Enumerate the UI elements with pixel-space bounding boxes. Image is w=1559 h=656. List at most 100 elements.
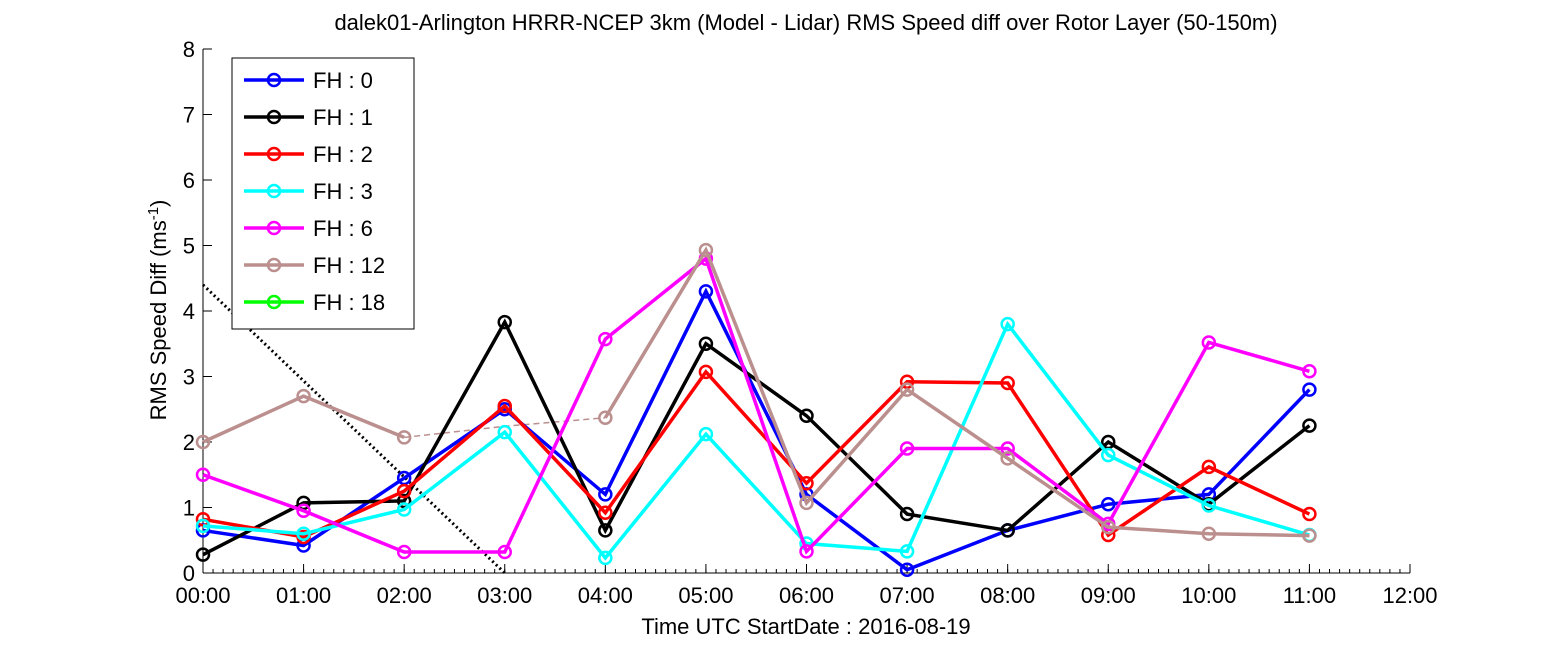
x-tick-label: 11:00 bbox=[1283, 583, 1336, 608]
data-point bbox=[1302, 528, 1317, 543]
data-point bbox=[899, 562, 915, 577]
x-tick-label: 10:00 bbox=[1181, 583, 1236, 608]
data-point bbox=[497, 424, 512, 440]
x-tick-label: 05:00 bbox=[678, 583, 733, 608]
x-tick-label: 04:00 bbox=[578, 583, 633, 608]
legend-swatch-marker bbox=[266, 257, 282, 273]
y-tick-label: 2 bbox=[183, 430, 195, 455]
data-point bbox=[396, 493, 412, 509]
data-point bbox=[598, 410, 613, 426]
series-line bbox=[202, 255, 1310, 555]
data-point bbox=[698, 336, 714, 351]
data-point bbox=[1302, 418, 1317, 433]
legend-entry: FH : 3 bbox=[313, 179, 373, 204]
legend-swatch-marker bbox=[266, 294, 282, 310]
chart-title: dalek01-Arlington HRRR-NCEP 3km (Model -… bbox=[334, 10, 1277, 35]
data-point bbox=[396, 430, 412, 445]
legend-entry: FH : 6 bbox=[313, 216, 373, 241]
data-point bbox=[195, 547, 211, 562]
x-tick-label: 08:00 bbox=[980, 583, 1035, 608]
data-point bbox=[1000, 316, 1015, 332]
series-line bbox=[202, 318, 1311, 557]
series-line bbox=[603, 246, 1310, 538]
y-tick-label: 1 bbox=[183, 496, 195, 521]
data-point bbox=[195, 512, 211, 527]
data-point bbox=[497, 398, 512, 414]
data-point bbox=[1101, 496, 1116, 512]
data-point bbox=[296, 526, 311, 541]
data-point bbox=[799, 408, 814, 424]
data-point bbox=[1201, 526, 1217, 541]
data-point bbox=[396, 502, 412, 517]
data-point bbox=[195, 518, 211, 534]
data-point bbox=[1000, 523, 1015, 538]
y-tick-label: 6 bbox=[183, 168, 195, 193]
legend-swatch-marker bbox=[266, 109, 282, 125]
series-line bbox=[202, 320, 1310, 561]
legend-swatch-marker bbox=[266, 146, 282, 162]
y-tick-label: 4 bbox=[183, 299, 195, 324]
data-point bbox=[195, 434, 211, 450]
data-point bbox=[1302, 364, 1317, 379]
data-point bbox=[1302, 382, 1317, 397]
legend-entry: FH : 18 bbox=[313, 290, 385, 315]
legend-entry: FH : 0 bbox=[313, 68, 373, 93]
y-tick-label: 3 bbox=[183, 365, 195, 390]
data-point bbox=[899, 441, 915, 456]
series-5 bbox=[195, 242, 1317, 543]
x-tick-label: 07:00 bbox=[880, 583, 935, 608]
data-point bbox=[799, 544, 814, 559]
plot-area: 0 1 2 3 4 5 6 7 8 00:00 01:00 02:00 03:00 04:00 05:00 0… bbox=[175, 37, 1437, 608]
series-line bbox=[202, 369, 1311, 539]
data-point bbox=[296, 388, 311, 404]
y-tick-label: 7 bbox=[183, 103, 195, 128]
x-tick-label: 03:00 bbox=[477, 583, 532, 608]
data-point bbox=[698, 284, 714, 299]
data-point bbox=[698, 364, 714, 380]
data-point bbox=[899, 382, 915, 397]
data-point bbox=[1302, 506, 1317, 522]
data-point bbox=[698, 242, 714, 258]
legend-entry: FH : 1 bbox=[313, 105, 373, 130]
legend-box bbox=[231, 57, 415, 330]
y-axis-label-sup: -1 bbox=[145, 207, 162, 220]
y-tick-label: 8 bbox=[183, 37, 195, 62]
legend-swatch-marker bbox=[266, 183, 282, 199]
data-point bbox=[598, 487, 613, 502]
data-point bbox=[396, 483, 412, 499]
data-point bbox=[1201, 335, 1217, 350]
data-point bbox=[396, 544, 412, 560]
data-point bbox=[296, 495, 311, 511]
y-axis-label-end: ) bbox=[146, 200, 171, 207]
x-tick-label: 09:00 bbox=[1081, 583, 1136, 608]
legend-entry: FH : 2 bbox=[313, 142, 373, 167]
data-point bbox=[1201, 459, 1217, 475]
legend-swatch-marker bbox=[266, 72, 282, 88]
legend-entry: FH : 12 bbox=[313, 253, 385, 278]
x-tick-label: 00:00 bbox=[175, 583, 230, 608]
data-point bbox=[1101, 519, 1116, 535]
y-tick-label: 0 bbox=[183, 561, 195, 586]
series-line bbox=[202, 287, 1311, 572]
data-point bbox=[799, 495, 814, 511]
series-1 bbox=[195, 314, 1317, 562]
data-point bbox=[1201, 498, 1217, 513]
series-3 bbox=[195, 316, 1317, 566]
y-axis-label-main: RMS Speed Diff (ms bbox=[146, 220, 171, 420]
data-point bbox=[1000, 375, 1015, 391]
x-axis-label: Time UTC StartDate : 2016-08-19 bbox=[641, 614, 970, 639]
data-point bbox=[899, 506, 915, 522]
data-point bbox=[598, 523, 613, 538]
data-point bbox=[497, 314, 512, 330]
x-tick-label: 01:00 bbox=[276, 583, 331, 608]
data-point bbox=[296, 503, 311, 519]
y-tick-label: 5 bbox=[183, 234, 195, 259]
legend: FH : 0 FH : 1 FH : 2 FH : 3 FH : 6 FH : 12 FH … bbox=[231, 57, 415, 330]
x-tick-label: 12:00 bbox=[1382, 583, 1437, 608]
data-point bbox=[1101, 447, 1116, 463]
x-tick-label: 02:00 bbox=[377, 583, 432, 608]
data-point bbox=[1000, 441, 1015, 456]
series-2 bbox=[195, 364, 1317, 545]
data-point bbox=[598, 550, 613, 566]
